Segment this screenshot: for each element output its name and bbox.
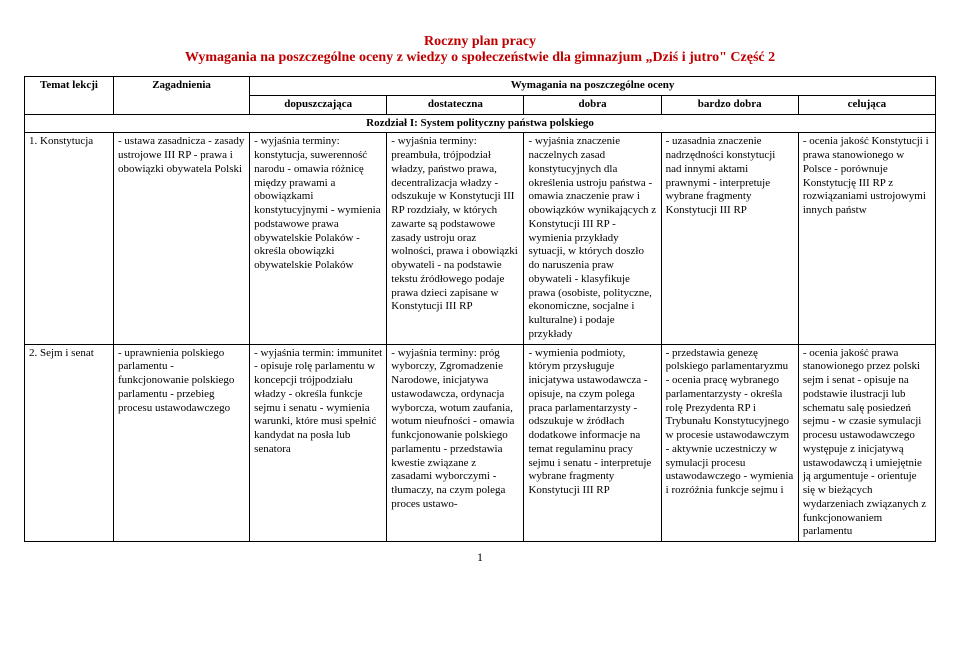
table-row: 2. Sejm i senat - uprawnienia polskiego … <box>25 344 936 542</box>
th-g5: celująca <box>798 95 935 114</box>
th-topic: Temat lekcji <box>25 77 114 115</box>
cell-topic: 2. Sejm i senat <box>25 344 114 542</box>
doc-subtitle: Wymagania na poszczególne oceny z wiedzy… <box>24 50 936 66</box>
cell-g5: - ocenia jakość Konstytucji i prawa stan… <box>798 133 935 344</box>
cell-g3: - wymienia podmioty, którym przysługuje … <box>524 344 661 542</box>
cell-g3: - wyjaśnia znaczenie naczelnych zasad ko… <box>524 133 661 344</box>
th-g2: dostateczna <box>387 95 524 114</box>
cell-g2: - wyjaśnia terminy: próg wyborczy, Zgrom… <box>387 344 524 542</box>
th-grades-header: Wymagania na poszczególne oceny <box>250 77 936 96</box>
cell-issues: - uprawnienia polskiego parlamentu - fun… <box>114 344 250 542</box>
cell-g1: - wyjaśnia termin: immunitet - opisuje r… <box>250 344 387 542</box>
cell-g4: - uzasadnia znaczenie nadrzędności konst… <box>661 133 798 344</box>
doc-title: Roczny plan pracy <box>24 34 936 50</box>
cell-g4: - przedstawia genezę polskiego parlament… <box>661 344 798 542</box>
cell-g2: - wyjaśnia terminy: preambuła, trójpodzi… <box>387 133 524 344</box>
table-row: 1. Konstytucja - ustawa zasadnicza - zas… <box>25 133 936 344</box>
page-number: 1 <box>24 550 936 565</box>
th-g4: bardzo dobra <box>661 95 798 114</box>
cell-issues: - ustawa zasadnicza - zasady ustrojowe I… <box>114 133 250 344</box>
cell-g5: - ocenia jakość prawa stanowionego przez… <box>798 344 935 542</box>
cell-topic: 1. Konstytucja <box>25 133 114 344</box>
th-g3: dobra <box>524 95 661 114</box>
cell-g1: - wyjaśnia terminy: konstytucja, suweren… <box>250 133 387 344</box>
grades-table: Temat lekcji Zagadnienia Wymagania na po… <box>24 76 936 542</box>
section-header: Rozdział I: System polityczny państwa po… <box>25 114 936 133</box>
th-g1: dopuszczająca <box>250 95 387 114</box>
th-issues: Zagadnienia <box>114 77 250 115</box>
